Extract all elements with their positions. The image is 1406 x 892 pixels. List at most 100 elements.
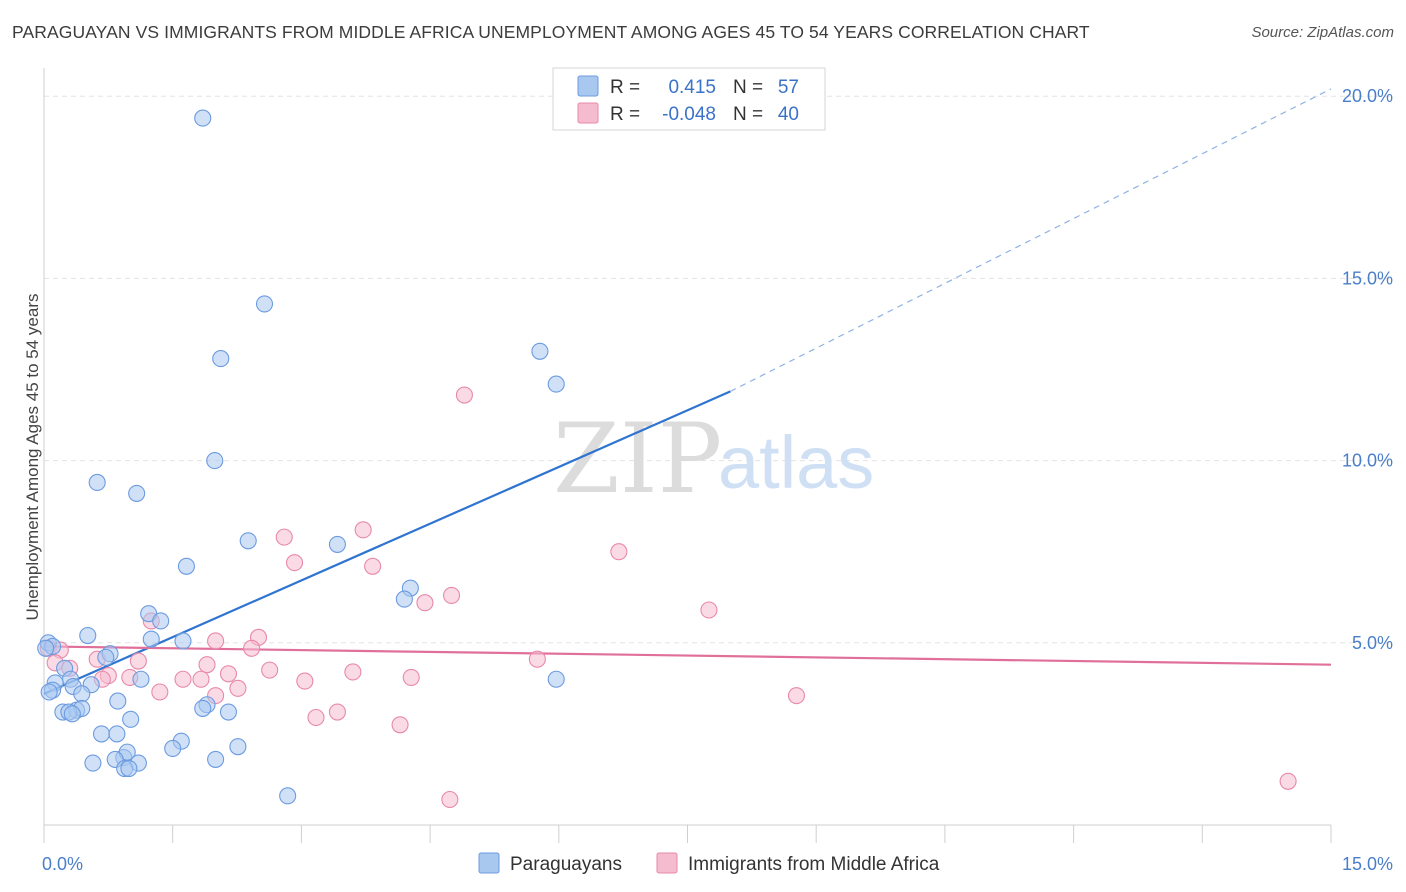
paraguayans-point-48 <box>207 750 225 768</box>
middle-africa-point-8 <box>700 601 718 619</box>
legend-swatch-pink <box>577 102 599 124</box>
paraguayans-point-0 <box>194 109 212 127</box>
paraguayans-point-4 <box>547 375 565 393</box>
middle-africa-point-34 <box>307 708 325 727</box>
middle-africa-point-18 <box>198 656 216 674</box>
paraguayans-point-21 <box>97 648 115 666</box>
legend-n-value-2: 40 <box>778 104 799 125</box>
data-points <box>37 109 1297 809</box>
y-tick-label-15: 15.0% <box>1342 268 1393 288</box>
x-tick-label-0: 0.0% <box>42 854 83 874</box>
paraguayans-point-10 <box>177 557 195 575</box>
middle-africa-point-0 <box>455 386 473 404</box>
paraguayans-point-1 <box>255 295 274 313</box>
middle-africa-point-6 <box>442 586 461 604</box>
paraguayans-point-9 <box>328 535 346 553</box>
legend-r-label-1: R = <box>610 77 640 98</box>
middle-africa-point-17 <box>528 650 546 668</box>
paraguayans-point-16 <box>142 630 160 648</box>
legend-r-label-2: R = <box>610 104 640 125</box>
paraguayans-point-14 <box>152 612 170 630</box>
middle-africa-point-3 <box>610 543 628 561</box>
paraguayans-point-17 <box>174 632 192 650</box>
paraguayans-point-39 <box>122 710 140 728</box>
series-legend-swatch-middle-africa <box>656 852 678 874</box>
y-tick-label-5: 5.0% <box>1352 633 1393 653</box>
series-legend: Paraguayans Immigrants from Middle Afric… <box>478 852 940 875</box>
source-label: Source: ZipAtlas.com <box>1251 24 1394 41</box>
middle-africa-point-30 <box>229 679 247 697</box>
paraguayans-point-44 <box>229 738 247 756</box>
paraguayans-point-37 <box>194 699 212 717</box>
trend-line-middle-africa <box>43 645 1332 666</box>
watermark-zip-text: ZIP <box>553 403 722 515</box>
middle-africa-point-25 <box>192 670 210 688</box>
middle-africa-point-16 <box>129 652 147 670</box>
paraguayans-point-40 <box>92 725 111 743</box>
paraguayans-point-15 <box>79 626 97 645</box>
trend-line-paraguayans-extension <box>730 88 1332 392</box>
watermark: ZIP atlas <box>553 403 874 515</box>
legend-r-value-2: -0.048 <box>662 104 716 125</box>
paraguayans-point-24 <box>132 670 150 688</box>
paraguayans-point-54 <box>37 639 55 657</box>
series-legend-swatch-paraguayans <box>478 852 500 874</box>
middle-africa-point-13 <box>243 639 261 657</box>
middle-africa-point-7 <box>416 594 434 612</box>
middle-africa-point-26 <box>296 672 314 690</box>
paraguayans-point-43 <box>164 739 182 758</box>
stats-legend: R = 0.415 N = 57 R = -0.048 N = 40 <box>552 67 826 131</box>
middle-africa-point-29 <box>151 683 169 701</box>
middle-africa-point-19 <box>261 661 279 679</box>
paraguayans-point-2 <box>212 350 230 368</box>
y-tick-label-20: 20.0% <box>1342 86 1393 106</box>
middle-africa-point-36 <box>441 790 459 809</box>
legend-n-value-1: 57 <box>778 77 799 98</box>
paraguayans-point-56 <box>40 683 58 701</box>
middle-africa-point-35 <box>391 716 409 734</box>
paraguayans-point-38 <box>219 703 238 721</box>
paraguayans-point-6 <box>88 473 106 492</box>
paraguayans-point-5 <box>206 452 224 470</box>
series-legend-middle-africa: Immigrants from Middle Africa <box>688 854 940 875</box>
paraguayans-point-52 <box>120 759 138 778</box>
middle-africa-point-21 <box>219 665 238 683</box>
paraguayans-point-49 <box>84 754 102 772</box>
middle-africa-point-1 <box>354 521 372 539</box>
middle-africa-point-24 <box>174 670 192 688</box>
paraguayans-point-30 <box>547 670 565 688</box>
middle-africa-point-20 <box>344 663 362 681</box>
y-axis-label: Unemployment Among Ages 45 to 54 years <box>23 294 42 621</box>
middle-africa-point-5 <box>364 557 382 575</box>
paraguayans-point-3 <box>531 342 549 360</box>
paraguayans-point-53 <box>279 787 297 805</box>
chart-title: PARAGUAYAN VS IMMIGRANTS FROM MIDDLE AFR… <box>12 22 1090 42</box>
series-legend-paraguayans: Paraguayans <box>510 854 622 875</box>
grid-lines <box>44 95 1391 644</box>
y-tick-label-10: 10.0% <box>1342 451 1393 471</box>
middle-africa-point-12 <box>207 632 225 650</box>
legend-n-label-2: N = <box>733 104 763 125</box>
legend-n-label-1: N = <box>733 77 763 98</box>
axes <box>43 68 1332 843</box>
paraguayans-point-31 <box>109 692 127 710</box>
middle-africa-point-4 <box>285 554 304 572</box>
middle-africa-point-32 <box>787 687 806 705</box>
paraguayans-point-29 <box>73 685 91 703</box>
paraguayans-point-12 <box>395 590 413 608</box>
trend-lines <box>43 88 1332 695</box>
paraguayans-point-7 <box>128 484 146 502</box>
x-tick-label-1: 15.0% <box>1342 854 1393 874</box>
paraguayans-point-41 <box>108 725 126 743</box>
middle-africa-point-33 <box>328 703 346 721</box>
tick-labels: 5.0% 10.0% 15.0% 20.0% 0.0% 15.0% <box>42 86 1393 874</box>
paraguayans-point-55 <box>63 705 81 723</box>
legend-r-value-1: 0.415 <box>668 77 716 98</box>
middle-africa-point-37 <box>1279 772 1297 790</box>
middle-africa-point-2 <box>275 528 293 546</box>
legend-swatch-blue <box>577 75 599 97</box>
middle-africa-point-27 <box>402 668 420 686</box>
paraguayans-point-8 <box>239 532 257 550</box>
watermark-atlas-text: atlas <box>718 421 874 504</box>
